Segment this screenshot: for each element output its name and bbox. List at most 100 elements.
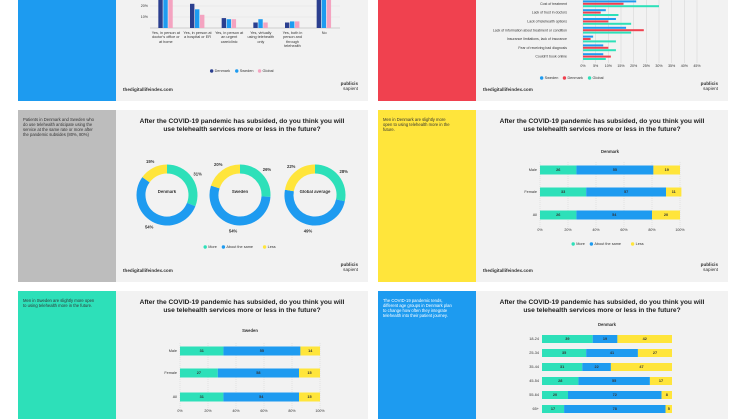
data-label: 26 [556,168,560,172]
sidebar-text-box: Patients in Denmark and Sweden who do us… [23,117,94,137]
x-tick-label: 20% [564,228,572,232]
data-label: 15 [307,395,311,399]
footer-url: thedigitallifeindex.com [483,268,533,273]
x-tick-label: 15% [617,64,625,68]
slide-sidebar [18,0,116,101]
data-label: 28 [558,379,562,383]
bar-segment [661,391,672,399]
donut-center-label-box: Global average [300,190,331,194]
x-tick-label: 30% [655,64,663,68]
legend-label: Less [268,245,276,249]
footer-url: thedigitallifeindex.com [483,87,533,92]
legend-swatch [571,242,575,246]
legend-label: Sweden [545,76,559,80]
x-tick-label: 20% [630,64,638,68]
bar [583,49,616,52]
x-tick-label: 0% [177,409,183,413]
slide-title-box: After the COVID-19 pandemic has subsided… [140,299,345,314]
y-tick-label: Lack of trust in doctors [532,11,567,15]
sidebar-text-box: Men in Sweden are slightly more open to … [23,298,95,308]
bar-segment [652,210,680,220]
data-label: 72 [613,393,617,397]
bar [231,19,237,28]
bar-segment [217,368,299,378]
slide-sidebar [378,0,476,101]
data-label: 35 [562,351,566,355]
y-tick-label: 55-64 [529,393,539,397]
data-label: 54% [229,228,238,233]
donut-segment [142,164,168,183]
legend-swatch [262,245,267,249]
donut-segment [209,185,271,226]
y-tick-label: 18-24 [529,337,539,341]
data-label: 19 [603,337,607,341]
data-label: 33 [561,190,565,194]
donut-segment [166,164,198,207]
x-tick-label-box: Yes, virtually using telehealth only [247,31,275,44]
bar [583,35,594,38]
legend-label: Denmark [567,76,583,80]
logo-bottom: sapient [343,267,359,272]
bar [583,38,591,40]
y-tick-label: 10% [141,15,149,19]
x-tick-label: 100% [675,228,685,232]
sidebar-text: Patients in Denmark and Sweden who do us… [23,117,94,137]
bar-segment [223,392,299,402]
slide-sidebar [378,110,476,282]
sidebar-text: Men in Sweden are slightly more open to … [23,298,95,308]
donut-segment [284,164,316,192]
data-label: 8 [666,393,668,397]
data-label: 26 [556,213,560,217]
bar [583,58,606,60]
logo-bottom: sapient [703,86,719,91]
donut-segment [136,177,196,226]
legend-label: Less [636,242,644,246]
bar [583,0,637,3]
bar-segment [576,210,652,220]
bar-segment [542,335,593,343]
x-tick-label: 40% [232,409,240,413]
data-label: 55 [612,379,616,383]
bar-segment [542,363,583,371]
bar [583,2,624,5]
data-label: 58 [256,371,260,375]
data-label: 47 [639,365,643,369]
legend-swatch [630,242,635,246]
donut-center-label: Sweden [231,190,249,194]
data-label: 54 [259,395,264,399]
bar [583,53,604,56]
bar-segment [542,349,587,357]
bar [583,20,609,23]
bar-segment [578,377,650,385]
sidebar-text-box: Men in Denmark are slightly more open to… [383,117,450,132]
y-tick-label: Insurance limitations, lack of insurance [507,37,567,41]
bar [583,55,611,58]
x-tick-label-box: No [322,31,327,35]
logo-top: publicis [701,262,719,267]
x-tick-label: 20% [204,409,212,413]
logo-top: publicis [341,262,359,267]
y-tick-label: Female [164,371,177,375]
x-tick-label: Yes, virtually using telehealth only [247,31,275,44]
bar-segment [564,405,666,413]
data-label: 20 [664,213,668,217]
bar [263,22,268,28]
data-label: 55 [260,349,264,353]
bar [583,9,606,12]
y-tick-label: Fear of receiving bad diagnosis [518,46,567,50]
logo-top: publicis [701,81,719,86]
y-tick-label: 35-44 [529,365,539,369]
donut-segment [314,164,346,202]
bar [326,0,332,28]
bar-segment [180,368,218,378]
data-label: 20% [214,162,223,167]
bar [583,29,644,32]
data-label: 22 [594,365,598,369]
data-label: 54% [145,225,154,230]
bar [295,21,300,28]
x-tick-label: Yes, both in person and through teleheal… [282,31,303,49]
y-tick-label: All [173,395,177,399]
logo-bottom: sapient [343,86,359,91]
x-tick-label: 5% [593,64,599,68]
x-tick-label: 0% [580,64,586,68]
